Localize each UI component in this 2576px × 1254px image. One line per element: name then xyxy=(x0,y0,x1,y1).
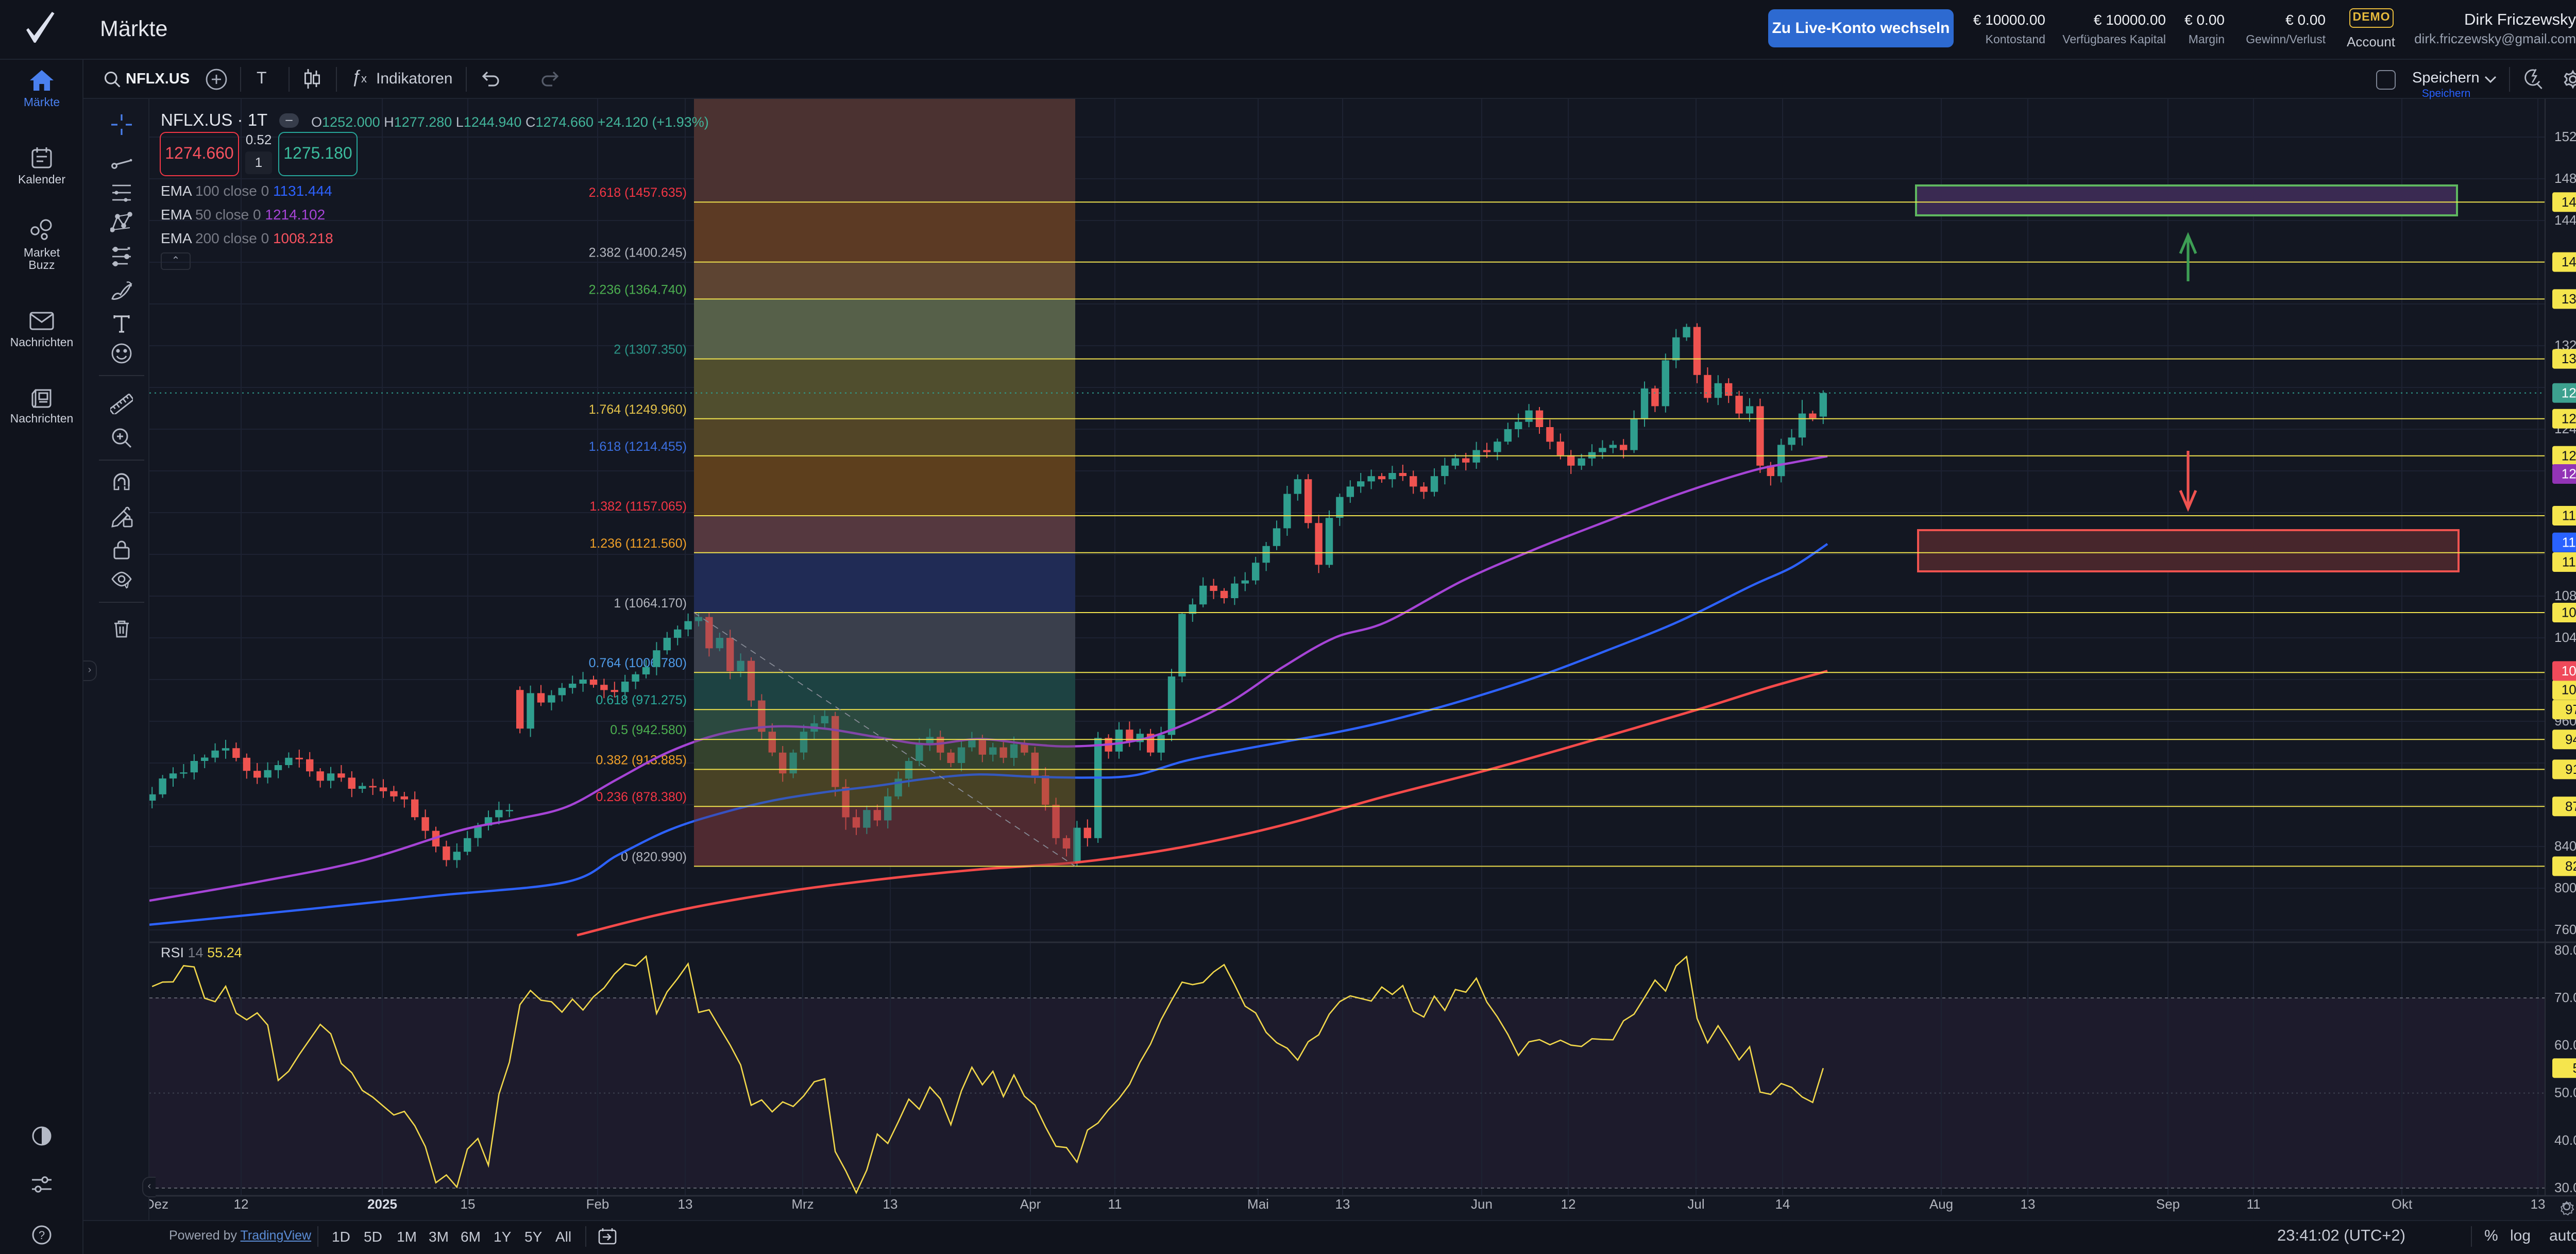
svg-text:1040.000: 1040.000 xyxy=(2554,629,2576,645)
svg-text:1131.444: 1131.444 xyxy=(2562,534,2576,549)
svg-text:2.382 (1400.245): 2.382 (1400.245) xyxy=(589,245,687,260)
svg-text:913.885: 913.885 xyxy=(2565,761,2576,776)
svg-text:820.990: 820.990 xyxy=(2565,858,2576,873)
svg-text:2025: 2025 xyxy=(367,1196,397,1211)
svg-text:1.618 (1214.455): 1.618 (1214.455) xyxy=(589,439,687,453)
svg-text:1274.660: 1274.660 xyxy=(2562,384,2576,400)
svg-text:0 (820.990): 0 (820.990) xyxy=(621,849,687,863)
svg-text:2.618 (1457.635): 2.618 (1457.635) xyxy=(589,185,687,199)
svg-text:55.24: 55.24 xyxy=(2572,1060,2576,1075)
svg-text:40.00: 40.00 xyxy=(2554,1132,2576,1147)
svg-text:878.380: 878.380 xyxy=(2565,798,2576,814)
svg-text:Mai: Mai xyxy=(1247,1196,1269,1211)
svg-text:Aug: Aug xyxy=(1929,1196,1953,1211)
svg-text:60.00: 60.00 xyxy=(2554,1037,2576,1052)
svg-text:12: 12 xyxy=(1561,1196,1576,1211)
svg-text:1457.635: 1457.635 xyxy=(2562,194,2576,209)
svg-text:Dez: Dez xyxy=(149,1196,168,1211)
svg-text:1.236 (1121.560): 1.236 (1121.560) xyxy=(589,536,687,550)
svg-text:1064.170: 1064.170 xyxy=(2562,604,2576,620)
svg-text:50.00: 50.00 xyxy=(2554,1084,2576,1100)
svg-text:800.000: 800.000 xyxy=(2554,879,2576,895)
svg-text:0.618 (971.275): 0.618 (971.275) xyxy=(596,692,687,707)
svg-text:15: 15 xyxy=(461,1196,476,1211)
svg-text:0.236 (878.380): 0.236 (878.380) xyxy=(596,789,687,804)
svg-text:2.236 (1364.740): 2.236 (1364.740) xyxy=(589,282,687,296)
svg-text:Mrz: Mrz xyxy=(791,1196,814,1211)
svg-text:13: 13 xyxy=(678,1196,693,1211)
svg-text:1440.000: 1440.000 xyxy=(2554,212,2576,227)
svg-text:1006.780: 1006.780 xyxy=(2562,682,2576,697)
svg-text:13: 13 xyxy=(1335,1196,1350,1211)
svg-text:Sep: Sep xyxy=(2156,1196,2180,1211)
svg-text:11: 11 xyxy=(1108,1196,1122,1211)
svg-text:971.275: 971.275 xyxy=(2565,701,2576,717)
svg-text:1121.560: 1121.560 xyxy=(2562,554,2576,569)
svg-text:13: 13 xyxy=(2531,1196,2546,1211)
svg-text:1214.102: 1214.102 xyxy=(2562,466,2576,481)
svg-text:1.764 (1249.960): 1.764 (1249.960) xyxy=(589,402,687,416)
svg-text:1157.065: 1157.065 xyxy=(2562,507,2576,523)
svg-text:1 (1064.170): 1 (1064.170) xyxy=(614,596,687,610)
svg-text:1214.455: 1214.455 xyxy=(2562,447,2576,463)
svg-text:30.00: 30.00 xyxy=(2554,1179,2576,1195)
svg-text:0.764 (1006.780): 0.764 (1006.780) xyxy=(589,655,687,670)
svg-text:Jul: Jul xyxy=(1687,1196,1704,1211)
svg-text:80.00: 80.00 xyxy=(2554,942,2576,957)
svg-text:70.00: 70.00 xyxy=(2554,989,2576,1005)
svg-text:1.382 (1157.065): 1.382 (1157.065) xyxy=(589,499,687,513)
svg-text:13: 13 xyxy=(2021,1196,2036,1211)
svg-text:1520.000: 1520.000 xyxy=(2554,128,2576,144)
svg-text:840.000: 840.000 xyxy=(2554,838,2576,853)
svg-text:14: 14 xyxy=(1775,1196,1790,1211)
svg-text:1008.218: 1008.218 xyxy=(2562,663,2576,678)
svg-text:1307.350: 1307.350 xyxy=(2562,350,2576,366)
svg-text:1400.245: 1400.245 xyxy=(2562,253,2576,269)
svg-text:942.580: 942.580 xyxy=(2565,731,2576,747)
svg-text:11: 11 xyxy=(2247,1196,2261,1211)
svg-text:12: 12 xyxy=(234,1196,249,1211)
svg-text:?: ? xyxy=(39,1229,45,1242)
svg-text:1364.740: 1364.740 xyxy=(2562,291,2576,306)
svg-text:Feb: Feb xyxy=(586,1196,609,1211)
svg-text:Apr: Apr xyxy=(1020,1196,1041,1211)
svg-text:760.000: 760.000 xyxy=(2554,921,2576,937)
svg-text:13: 13 xyxy=(883,1196,898,1211)
svg-text:2 (1307.350): 2 (1307.350) xyxy=(614,342,687,357)
svg-text:0.5 (942.580): 0.5 (942.580) xyxy=(610,722,687,737)
svg-text:Okt: Okt xyxy=(2392,1196,2413,1211)
svg-text:1249.960: 1249.960 xyxy=(2562,410,2576,426)
svg-text:Jun: Jun xyxy=(1471,1196,1493,1211)
svg-text:1480.000: 1480.000 xyxy=(2554,170,2576,185)
